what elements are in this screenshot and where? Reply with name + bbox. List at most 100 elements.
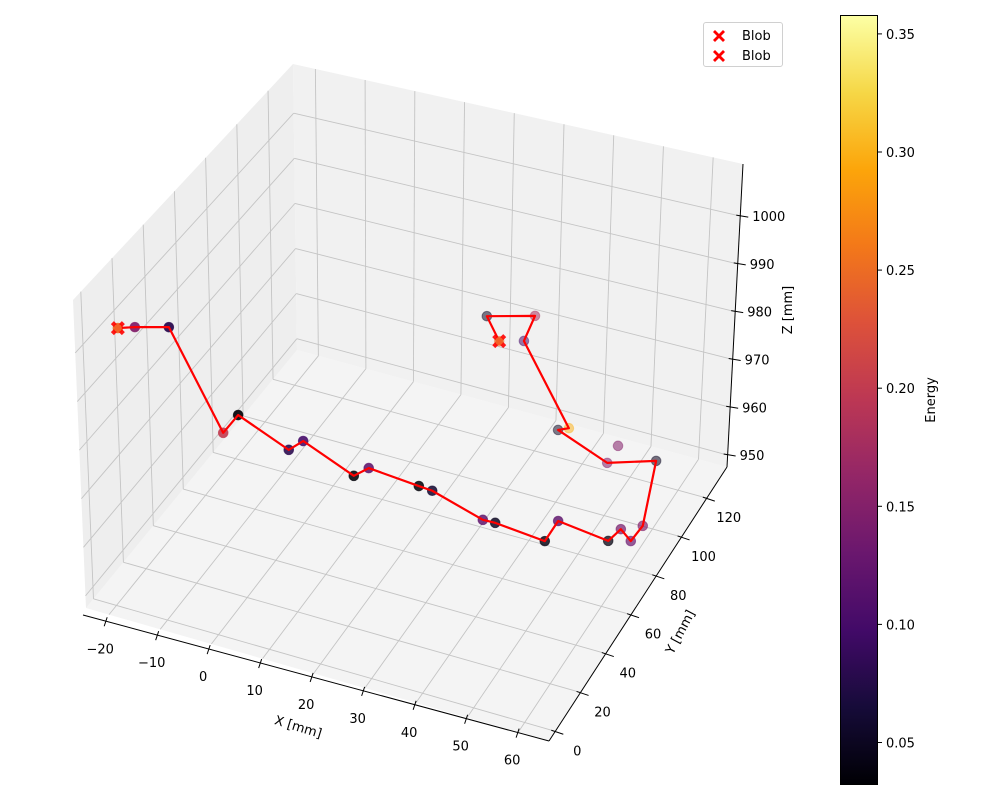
grid-line-x xyxy=(210,381,414,645)
legend-label: Blob xyxy=(742,28,771,44)
z-tick xyxy=(736,214,749,218)
grid-line-z xyxy=(296,293,731,408)
grid-line-x xyxy=(466,446,652,718)
x-tick-label: 60 xyxy=(504,754,521,769)
grid-line-y xyxy=(111,258,124,563)
y-tick-label: 40 xyxy=(620,667,637,682)
colorbar xyxy=(840,15,878,785)
x-tick xyxy=(103,617,108,627)
colorbar-tick-label: 0.05 xyxy=(886,736,915,751)
grid-line-x xyxy=(313,407,509,674)
y-tick xyxy=(626,613,640,619)
y-tick xyxy=(677,535,690,541)
x-tick xyxy=(515,728,520,738)
grid-line-z xyxy=(294,157,738,265)
colorbar-tick-label: 0.25 xyxy=(886,264,915,279)
grid-line-x xyxy=(507,113,515,408)
grid-line-z xyxy=(76,157,295,402)
floor-pane xyxy=(86,350,727,741)
y-tick-label: 80 xyxy=(670,589,687,604)
x-tick-label: 50 xyxy=(452,740,469,755)
x-tick-label: 40 xyxy=(401,726,418,741)
z-tick-label: 980 xyxy=(747,306,772,321)
grid-line-x xyxy=(314,68,319,356)
x-tick xyxy=(206,644,211,655)
grid-line-y xyxy=(93,598,556,732)
z-tick xyxy=(731,310,744,314)
grid-line-x xyxy=(460,102,465,395)
grid-line-x xyxy=(364,80,367,369)
grid-line-z xyxy=(83,293,297,548)
grid-line-z xyxy=(293,112,741,217)
y-tick-label: 20 xyxy=(594,705,611,720)
blob-center xyxy=(113,324,122,333)
grid-line-z xyxy=(296,338,728,456)
z-axis-line xyxy=(726,163,744,468)
z-tick xyxy=(726,405,739,409)
back-wall-pane xyxy=(293,64,743,467)
y-tick xyxy=(702,496,715,502)
y-tick xyxy=(576,690,589,696)
z-tick-label: 990 xyxy=(750,258,775,273)
x-tick xyxy=(361,686,366,697)
colorbar-tick-label: 0.10 xyxy=(886,618,915,633)
x-tick-label: 30 xyxy=(349,712,366,727)
x-tick-label: −10 xyxy=(138,656,165,671)
grid-line-x xyxy=(415,433,604,704)
grid-line-x xyxy=(108,355,319,615)
x-axis-line xyxy=(82,614,550,742)
grid-line-x xyxy=(412,91,416,382)
grid-line-z xyxy=(85,338,298,597)
y-axis-line xyxy=(548,466,728,742)
axes-panes xyxy=(73,64,743,741)
x-tick-label: 0 xyxy=(199,670,207,685)
grid-line-z xyxy=(294,202,736,313)
grid-line-x xyxy=(364,420,557,689)
legend: Blob Blob xyxy=(703,22,783,67)
z-tick-label: 960 xyxy=(742,401,767,416)
x-marker-icon xyxy=(713,30,725,42)
grid-line-y xyxy=(213,452,657,577)
x-tick xyxy=(155,631,160,641)
z-tick-label: 1000 xyxy=(752,210,785,225)
legend-entry-blob: Blob xyxy=(710,46,771,66)
y-axis-label: Y [mm] xyxy=(663,608,699,658)
grid-line-z xyxy=(78,203,296,451)
colorbar-tick-label: 0.30 xyxy=(886,146,915,161)
grid-line-x xyxy=(159,368,367,630)
legend-label: Blob xyxy=(742,48,771,64)
grid-line-z xyxy=(81,248,296,499)
y-tick-label: 60 xyxy=(645,628,662,643)
z-tick-label: 950 xyxy=(740,449,765,464)
z-tick xyxy=(728,357,741,361)
z-axis-label: Z [mm] xyxy=(781,286,796,335)
grid-line-y xyxy=(153,525,606,654)
grid-line-y xyxy=(205,157,214,453)
left-wall-pane xyxy=(73,64,297,608)
grid-line-y xyxy=(183,488,632,616)
z-tick-label: 970 xyxy=(745,353,770,368)
grid-line-y xyxy=(243,415,682,538)
axis-lines: −20 −10 0 10 20 30 40 50 60 0 20 40 60 80 100 120 950 960… xyxy=(82,163,785,769)
grid-line-x xyxy=(555,124,565,421)
y-tick xyxy=(551,729,564,735)
y-tick-label: 100 xyxy=(691,550,716,565)
grid-lines xyxy=(74,68,741,733)
x-tick-label: −20 xyxy=(86,642,113,657)
x-tick-label: 10 xyxy=(246,684,263,699)
grid-line-x xyxy=(603,135,615,434)
grid-line-x xyxy=(262,394,462,659)
y-tick xyxy=(601,652,614,658)
x-tick-label: 20 xyxy=(298,698,315,713)
y-tick-label: 0 xyxy=(573,744,581,759)
x-tick xyxy=(464,714,469,724)
grid-line-z xyxy=(74,112,295,354)
grid-line-y xyxy=(272,378,707,499)
colorbar-ticks: 0.05 0.10 0.15 0.20 0.25 0.30 0.35 xyxy=(878,28,915,751)
colorbar-tick-label: 0.15 xyxy=(886,500,915,515)
grid-line-z xyxy=(295,248,733,360)
grid-line-y xyxy=(80,291,94,599)
y-tick xyxy=(652,574,665,580)
grid-line-x xyxy=(650,146,664,447)
